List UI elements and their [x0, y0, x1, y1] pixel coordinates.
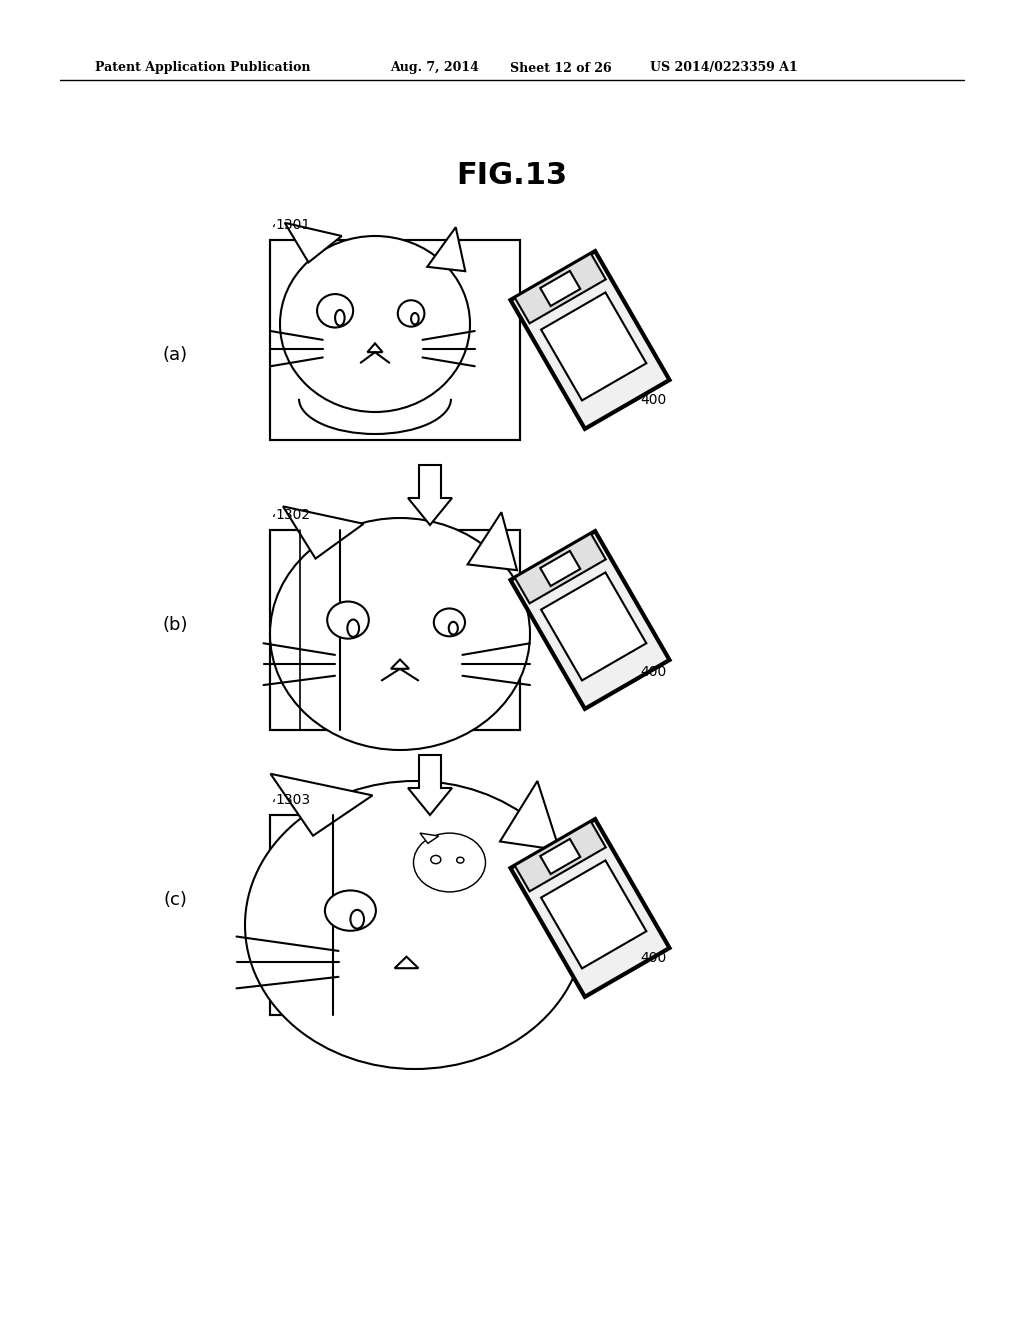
Polygon shape — [541, 840, 581, 874]
Polygon shape — [427, 227, 465, 271]
Text: ‘: ‘ — [272, 223, 276, 238]
Text: ‘: ‘ — [272, 513, 276, 527]
Text: (b): (b) — [162, 616, 187, 634]
Polygon shape — [468, 512, 517, 570]
Ellipse shape — [397, 300, 424, 326]
Bar — [270, 240, 520, 440]
Text: (a): (a) — [163, 346, 187, 364]
Polygon shape — [408, 755, 452, 814]
Bar — [408, 832, 508, 902]
Polygon shape — [541, 573, 646, 680]
Bar — [270, 814, 520, 1015]
Ellipse shape — [328, 602, 369, 639]
Text: ‘: ‘ — [272, 799, 276, 812]
Ellipse shape — [347, 619, 359, 638]
Polygon shape — [368, 343, 383, 352]
Text: Patent Application Publication: Patent Application Publication — [95, 62, 310, 74]
Bar — [270, 531, 520, 730]
Polygon shape — [408, 465, 452, 525]
Bar — [270, 531, 520, 730]
Polygon shape — [541, 271, 581, 306]
Ellipse shape — [431, 855, 441, 863]
Text: Aug. 7, 2014: Aug. 7, 2014 — [390, 62, 479, 74]
Polygon shape — [541, 293, 646, 400]
Bar — [270, 240, 520, 440]
Ellipse shape — [414, 833, 485, 892]
Polygon shape — [511, 251, 670, 429]
Ellipse shape — [335, 310, 345, 326]
Ellipse shape — [449, 622, 458, 635]
Polygon shape — [511, 531, 670, 709]
Ellipse shape — [325, 891, 376, 931]
Text: US 2014/0223359 A1: US 2014/0223359 A1 — [650, 62, 798, 74]
Ellipse shape — [434, 609, 465, 636]
Polygon shape — [394, 957, 419, 968]
Text: Sheet 12 of 26: Sheet 12 of 26 — [510, 62, 611, 74]
Ellipse shape — [245, 781, 585, 1069]
Polygon shape — [515, 253, 606, 323]
Polygon shape — [420, 833, 438, 843]
Ellipse shape — [317, 294, 353, 327]
Text: 1303: 1303 — [275, 793, 310, 807]
Text: 1301: 1301 — [275, 218, 310, 232]
Polygon shape — [515, 821, 606, 891]
Polygon shape — [270, 774, 373, 836]
Polygon shape — [285, 223, 342, 263]
Ellipse shape — [280, 236, 470, 412]
Polygon shape — [541, 550, 581, 586]
Polygon shape — [511, 820, 670, 997]
Ellipse shape — [270, 517, 530, 750]
Ellipse shape — [457, 857, 464, 863]
Ellipse shape — [350, 909, 364, 928]
Ellipse shape — [411, 313, 419, 325]
Text: 1302: 1302 — [275, 508, 310, 521]
Text: (c): (c) — [163, 891, 187, 909]
Text: 400: 400 — [640, 950, 667, 965]
Bar — [270, 814, 520, 1015]
Text: 400: 400 — [640, 665, 667, 678]
Text: 400: 400 — [640, 393, 667, 407]
Polygon shape — [515, 533, 606, 603]
Polygon shape — [283, 507, 364, 558]
Polygon shape — [500, 781, 559, 850]
Polygon shape — [391, 660, 410, 669]
Text: FIG.13: FIG.13 — [457, 161, 567, 190]
Polygon shape — [541, 861, 646, 969]
